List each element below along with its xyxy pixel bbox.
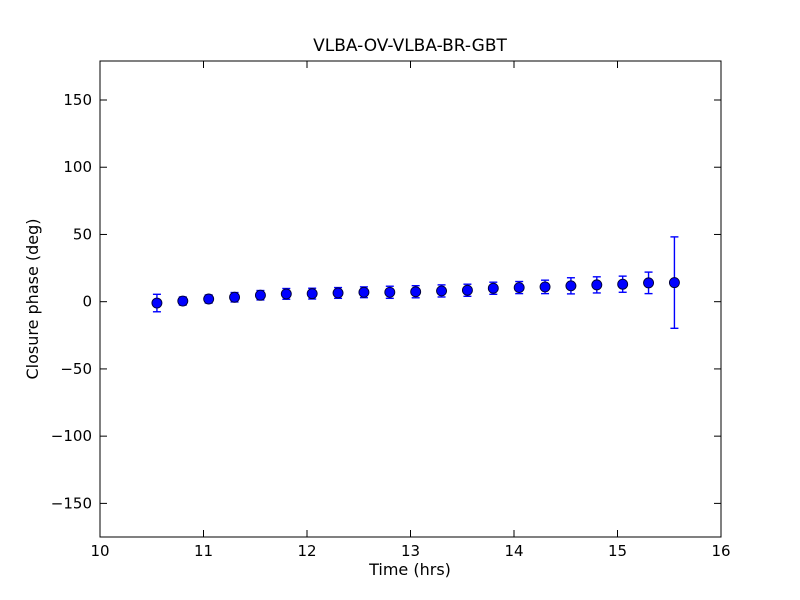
x-tick-label: 15: [608, 542, 627, 560]
y-tick-label: −50: [60, 360, 92, 378]
data-point: [565, 280, 577, 292]
data-point: [254, 289, 266, 301]
x-axis-label: Time (hrs): [368, 560, 451, 579]
data-point: [617, 278, 629, 290]
x-tick-label: 10: [90, 542, 109, 560]
data-point: [306, 288, 318, 300]
data-point: [229, 291, 241, 303]
data-point: [358, 286, 370, 298]
data-point: [203, 293, 215, 305]
x-tick-label: 13: [401, 542, 420, 560]
data-point: [384, 286, 396, 298]
plot-area: [99, 60, 722, 538]
x-tick-label: 14: [504, 542, 523, 560]
data-points: [151, 277, 680, 309]
data-point: [410, 286, 422, 298]
y-tick-label: 50: [73, 225, 92, 243]
data-point: [151, 297, 163, 309]
data-point: [332, 287, 344, 299]
x-tick-label: 12: [297, 542, 316, 560]
x-tick-label: 11: [194, 542, 213, 560]
data-point: [643, 277, 654, 289]
data-point: [487, 282, 499, 294]
data-point: [177, 295, 189, 307]
data-point: [461, 284, 473, 296]
x-tick-label: 16: [711, 542, 730, 560]
data-point: [513, 282, 525, 294]
data-point: [591, 279, 603, 291]
data-point: [436, 285, 447, 297]
axis-ticks: 10 11 12 13 14 15 16 −150 −100 −50 0 50 100 150: [51, 61, 731, 560]
y-tick-label: 150: [63, 91, 92, 109]
y-axis-label: Closure phase (deg): [23, 218, 42, 379]
data-point: [668, 277, 680, 289]
y-tick-label: 100: [63, 158, 92, 176]
y-tick-label: −100: [51, 427, 92, 445]
chart-title: VLBA-OV-VLBA-BR-GBT: [313, 36, 507, 56]
y-tick-label: 0: [82, 293, 92, 311]
data-point: [539, 281, 551, 293]
y-tick-label: −150: [51, 494, 92, 512]
data-point: [280, 288, 292, 300]
